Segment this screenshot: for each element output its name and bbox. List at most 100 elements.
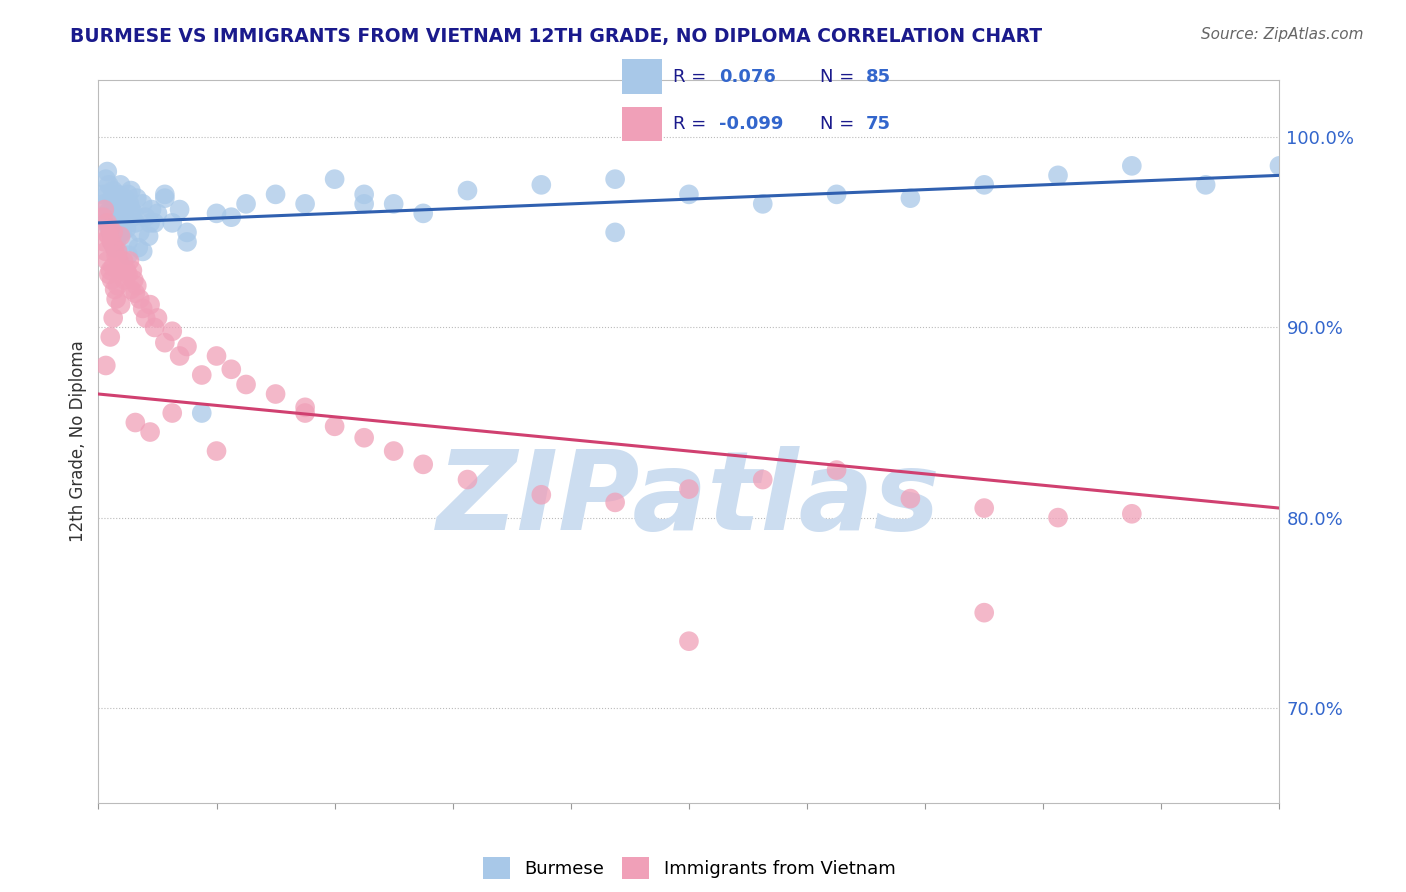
Point: [457, 184, 479, 198]
Point: [107, 187, 129, 202]
Point: [294, 197, 316, 211]
Point: [124, 416, 146, 430]
Point: [121, 263, 143, 277]
Point: [115, 263, 138, 277]
Point: [104, 241, 127, 255]
Point: [103, 310, 125, 325]
Point: [91, 210, 114, 224]
Point: [323, 419, 346, 434]
Point: [117, 248, 139, 262]
Point: [98, 202, 121, 217]
Point: [104, 282, 127, 296]
Point: [111, 206, 134, 220]
Point: [678, 187, 700, 202]
Point: [605, 495, 627, 509]
Point: [323, 172, 346, 186]
Point: [457, 473, 479, 487]
Point: [118, 254, 141, 268]
Point: [97, 267, 120, 281]
Point: [1268, 159, 1291, 173]
Text: 0.076: 0.076: [720, 68, 776, 86]
Point: [118, 197, 141, 211]
Point: [97, 210, 120, 224]
Point: [121, 210, 143, 224]
Point: [412, 206, 434, 220]
Point: [205, 206, 228, 220]
Point: [127, 241, 149, 255]
Point: [132, 301, 155, 316]
Point: [139, 425, 162, 439]
Point: [105, 235, 128, 249]
Point: [169, 202, 191, 217]
Point: [93, 235, 115, 249]
Point: [169, 349, 191, 363]
Point: [900, 191, 922, 205]
Point: [105, 216, 128, 230]
Point: [114, 273, 136, 287]
Point: [96, 187, 118, 202]
Point: [1047, 169, 1070, 183]
Point: [98, 330, 121, 344]
Point: [103, 184, 125, 198]
Point: [124, 216, 146, 230]
Point: [96, 254, 118, 268]
Point: [264, 187, 287, 202]
Point: [382, 444, 405, 458]
Text: 85: 85: [866, 68, 891, 86]
Point: [353, 431, 375, 445]
Point: [132, 197, 155, 211]
Point: [114, 197, 136, 211]
Point: [135, 310, 157, 325]
Text: BURMESE VS IMMIGRANTS FROM VIETNAM 12TH GRADE, NO DIPLOMA CORRELATION CHART: BURMESE VS IMMIGRANTS FROM VIETNAM 12TH …: [70, 27, 1042, 45]
Point: [94, 359, 117, 373]
Point: [752, 473, 775, 487]
Point: [264, 387, 287, 401]
Point: [191, 406, 214, 420]
Point: [176, 226, 198, 240]
Point: [96, 206, 118, 220]
Point: [530, 178, 553, 192]
Text: ZIPatlas: ZIPatlas: [437, 446, 941, 553]
Point: [107, 278, 129, 293]
Text: N =: N =: [820, 115, 853, 133]
Point: [153, 191, 176, 205]
Point: [139, 298, 162, 312]
Point: [825, 463, 848, 477]
Text: R =: R =: [672, 115, 706, 133]
Point: [122, 273, 145, 287]
Point: [108, 202, 131, 217]
Point: [98, 216, 121, 230]
Point: [146, 206, 169, 220]
Point: [98, 263, 121, 277]
Point: [103, 260, 125, 274]
Point: [115, 221, 138, 235]
Text: R =: R =: [672, 68, 706, 86]
Point: [153, 187, 176, 202]
Text: 75: 75: [866, 115, 891, 133]
Point: [105, 191, 128, 205]
Point: [98, 226, 121, 240]
Point: [235, 377, 257, 392]
Point: [138, 229, 160, 244]
Point: [100, 191, 122, 205]
Point: [153, 335, 176, 350]
Point: [117, 187, 139, 202]
Point: [128, 292, 150, 306]
Point: [605, 172, 627, 186]
Text: -0.099: -0.099: [720, 115, 783, 133]
Point: [120, 202, 142, 217]
Point: [412, 458, 434, 472]
Point: [103, 202, 125, 217]
Point: [105, 248, 128, 262]
Point: [1195, 178, 1218, 192]
Point: [752, 197, 775, 211]
Point: [97, 229, 120, 244]
Point: [110, 178, 132, 192]
Point: [104, 197, 127, 211]
Point: [94, 226, 117, 240]
Point: [235, 197, 257, 211]
Point: [100, 273, 122, 287]
Point: [112, 216, 135, 230]
Point: [132, 244, 155, 259]
Point: [530, 488, 553, 502]
